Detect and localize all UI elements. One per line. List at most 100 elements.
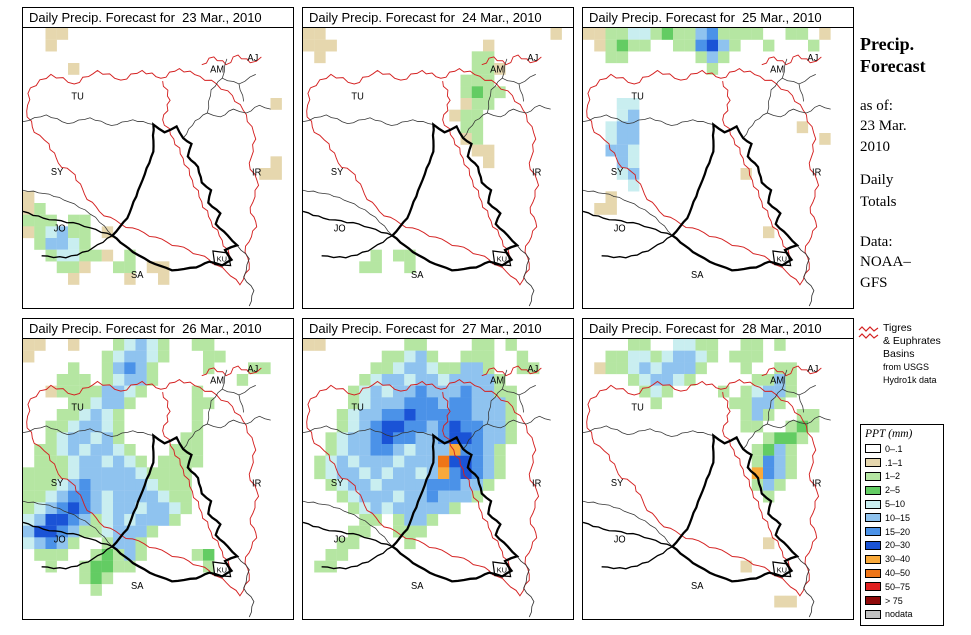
basin-squiggle-icon [858,326,879,339]
legend-label: 0–.1 [885,443,903,454]
panel-title: Daily Precip. Forecast for 26 Mar., 2010 [22,318,294,339]
legend-swatch [865,596,881,606]
data-source-line: GFS [860,274,888,291]
svg-text:AJ: AJ [527,53,538,64]
legend-swatch [865,485,881,495]
legend-label: 10–15 [885,512,911,523]
legend-entry: 30–40 [865,552,939,566]
basins-source-line: Hydro1k data [883,375,937,386]
basins-note-line: Tigres [883,322,912,334]
panel-title: Daily Precip. Forecast for 24 Mar., 2010 [302,7,574,28]
forecast-panel-27mar: Daily Precip. Forecast for 27 Mar., 2010… [302,318,574,620]
sidebar-title-line: Forecast [860,55,926,76]
panel-title: Daily Precip. Forecast for 23 Mar., 2010 [22,7,294,28]
precip-map-svg: AM AJ TU SY IR JO SA KU [583,28,831,307]
svg-text:AM: AM [490,375,504,386]
svg-text:JO: JO [54,535,66,546]
forecast-panels-grid: Daily Precip. Forecast for 23 Mar., 2010… [22,7,854,620]
forecast-map: AM AJ TU SY IR JO SA KU [22,28,294,309]
totals-line: Totals [860,193,897,210]
svg-text:KU: KU [777,255,787,264]
forecast-map: AM AJ TU SY IR JO SA KU [302,339,574,620]
svg-text:AJ: AJ [247,364,258,375]
forecast-panel-25mar: Daily Precip. Forecast for 25 Mar., 2010… [582,7,854,309]
legend-swatch [865,513,881,523]
legend-entry: .1–1 [865,456,939,470]
legend-label: 15–20 [885,526,911,537]
legend-swatch [865,582,881,592]
forecast-map: AM AJ TU SY IR JO SA KU [22,339,294,620]
svg-text:IR: IR [532,168,541,179]
svg-text:JO: JO [334,224,346,235]
svg-text:AM: AM [210,375,224,386]
basins-note-text: Tigres & Euphrates Basins from USGS Hydr… [883,322,941,387]
panel-title: Daily Precip. Forecast for 27 Mar., 2010 [302,318,574,339]
basins-note-line: Basins [883,348,915,361]
svg-text:TU: TU [351,91,364,102]
legend-swatch [865,527,881,537]
svg-text:JO: JO [54,224,66,235]
legend-entry: 0–.1 [865,442,939,456]
basins-source-line: from USGS [883,362,930,373]
precip-map-svg: AM AJ TU SY IR JO SA KU [303,28,562,307]
sidebar-title: Precip. Forecast [860,34,926,77]
legend-entry: > 75 [865,594,939,608]
svg-text:KU: KU [497,255,507,264]
legend-swatch [865,554,881,564]
sidebar-title-line: Precip. [860,34,915,54]
data-source-block: Data: NOAA– GFS [860,232,911,293]
forecast-map: AM AJ TU SY IR JO SA KU [582,28,854,309]
forecast-panel-28mar: Daily Precip. Forecast for 28 Mar., 2010… [582,318,854,620]
totals-block: Daily Totals [860,170,896,214]
legend-label: 2–5 [885,485,901,496]
forecast-panel-23mar: Daily Precip. Forecast for 23 Mar., 2010… [22,7,294,309]
legend-entry: 40–50 [865,566,939,580]
legend-entries: 0–.1 .1–1 1–2 2–5 5–10 10–15 15–20 20–30 30–40 40… [865,442,939,621]
legend-entry: 10–15 [865,511,939,525]
svg-text:AM: AM [490,64,504,75]
svg-text:SA: SA [691,581,704,592]
svg-text:TU: TU [631,91,644,102]
precip-map-svg: AM AJ TU SY IR JO SA KU [23,339,271,618]
forecast-map: AM AJ TU SY IR JO SA KU [302,28,574,309]
legend-label: 50–75 [885,581,911,592]
svg-text:SY: SY [51,167,64,178]
legend-entry: 15–20 [865,525,939,539]
legend-swatch [865,540,881,550]
legend-label: 20–30 [885,540,911,551]
svg-text:TU: TU [351,402,364,413]
legend-label: 1–2 [885,471,901,482]
legend-swatch [865,609,881,619]
svg-text:TU: TU [71,402,84,413]
svg-text:AJ: AJ [807,53,818,64]
as-of-block: as of: 23 Mar. 2010 [860,96,907,157]
forecast-panel-24mar: Daily Precip. Forecast for 24 Mar., 2010… [302,7,574,309]
svg-text:AM: AM [210,64,224,75]
panel-title: Daily Precip. Forecast for 28 Mar., 2010 [582,318,854,339]
svg-text:JO: JO [334,535,346,546]
panel-title: Daily Precip. Forecast for 25 Mar., 2010 [582,7,854,28]
data-source-line: NOAA– [860,254,911,271]
legend-entry: 20–30 [865,539,939,553]
svg-text:AJ: AJ [247,53,258,64]
svg-text:AJ: AJ [807,364,818,375]
svg-text:IR: IR [532,479,541,490]
legend-swatch [865,444,881,454]
svg-text:SY: SY [611,478,624,489]
legend-entry: 1–2 [865,470,939,484]
svg-text:SA: SA [411,270,424,281]
svg-text:SA: SA [691,270,704,281]
legend-swatch [865,471,881,481]
as-of-label: as of: [860,98,893,114]
precip-map-svg: AM AJ TU SY IR JO SA KU [23,28,282,307]
legend-entry: 2–5 [865,483,939,497]
svg-text:SY: SY [331,478,344,489]
as-of-year: 2010 [860,138,890,155]
svg-text:AJ: AJ [527,364,538,375]
legend-label: .1–1 [885,457,903,468]
forecast-map: AM AJ TU SY IR JO SA KU [582,339,854,620]
svg-text:IR: IR [252,479,261,490]
legend-swatch [865,568,881,578]
legend-entry: 5–10 [865,497,939,511]
